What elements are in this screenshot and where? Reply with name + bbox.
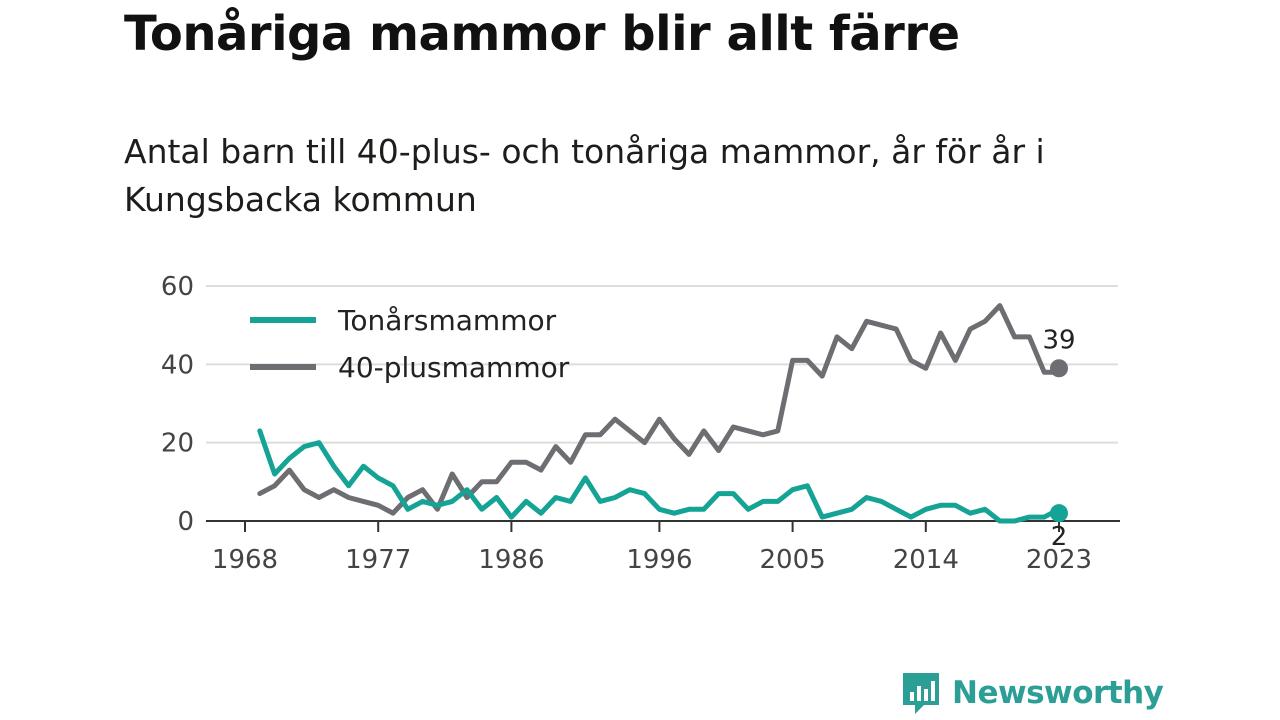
x-tick-label: 1968: [212, 545, 278, 575]
end-label-forty: 39: [1042, 325, 1075, 355]
gridlines: [206, 285, 1118, 444]
end-point-forty: [1050, 359, 1068, 378]
end-markers: 39 2: [1042, 325, 1075, 552]
x-tick-label: 1977: [345, 545, 411, 575]
line-chart: 0 20 40 60 1968 1977 1986 1996 2005 2014 2023 39 2…: [161, 272, 1120, 575]
y-tick-label: 20: [161, 429, 194, 459]
chart-subtitle: Antal barn till 40-plus- och tonåriga ma…: [124, 132, 1045, 219]
x-tick-label: 2014: [893, 545, 959, 575]
series-line-forty: [257, 303, 1062, 516]
series-line-teen: [257, 428, 1062, 524]
x-tick-label: 2005: [760, 545, 826, 575]
end-point-teen: [1050, 504, 1068, 523]
y-tick-label: 40: [161, 350, 194, 380]
y-tick-label: 0: [177, 507, 194, 537]
chart-title: Tonåriga mammor blir allt färre: [124, 6, 960, 62]
brand-logo: Newsworthy: [900, 670, 1164, 716]
series-lines: [257, 303, 1062, 524]
y-tick-label: 60: [161, 272, 194, 302]
legend-label-teen: Tonårsmammor: [337, 304, 557, 337]
legend-label-forty: 40-plusmammor: [338, 351, 570, 384]
y-axis-ticks: 0 20 40 60: [161, 272, 194, 537]
x-tick-label: 2023: [1026, 545, 1092, 575]
brand-name: Newsworthy: [952, 675, 1164, 711]
x-tick-label: 1986: [478, 545, 544, 575]
end-label-teen: 2: [1051, 522, 1068, 552]
newsworthy-logo-icon: [903, 673, 939, 714]
x-tick-label: 1996: [626, 545, 692, 575]
legend: Tonårsmammor 40-plusmammor: [250, 304, 570, 384]
x-axis: 1968 1977 1986 1996 2005 2014 2023: [206, 520, 1120, 575]
